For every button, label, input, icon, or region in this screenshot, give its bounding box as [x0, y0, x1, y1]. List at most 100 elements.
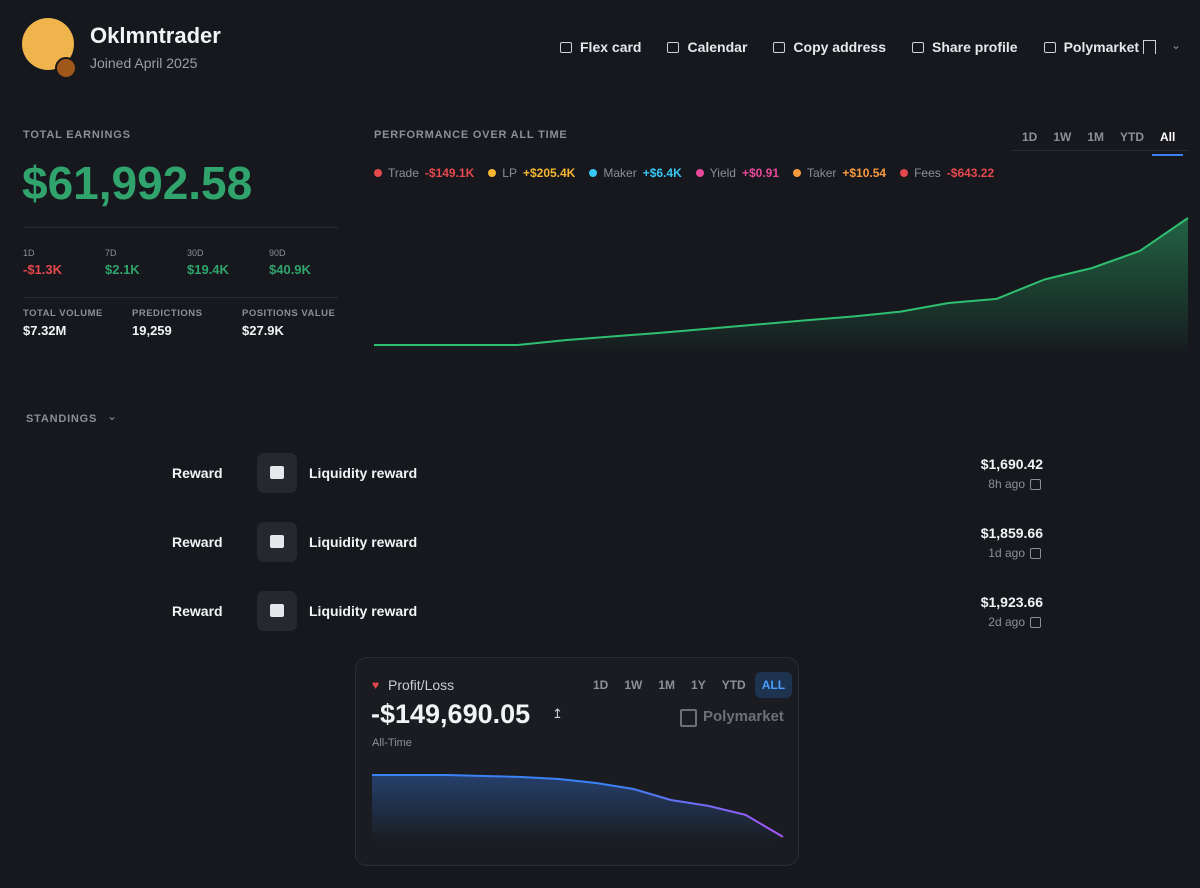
row-amount: $1,690.42: [980, 456, 1043, 472]
pnl-label: Profit/Loss: [388, 677, 455, 693]
row-time: 2d ago: [988, 615, 1025, 629]
stat-value: $27.9K: [242, 323, 284, 338]
legend-name: Trade: [388, 166, 419, 180]
period-value: -$1.3K: [23, 262, 63, 277]
range-tab[interactable]: 1W: [1053, 130, 1072, 144]
period-value: $2.1K: [105, 262, 140, 277]
share-icon[interactable]: ↥: [552, 706, 563, 721]
earnings-value: $61,992.58: [22, 157, 253, 209]
legend-value: -$643.22: [946, 166, 995, 180]
nav-icon: [912, 41, 924, 53]
period-label: 90D: [269, 248, 286, 258]
stat-label: PREDICTIONS: [132, 308, 203, 319]
nav-label: Flex card: [580, 39, 642, 55]
range-tabs: 1D 1W 1M YTD All: [1014, 128, 1184, 156]
range-underline: [1012, 150, 1188, 151]
legend-dot: [793, 169, 802, 177]
joined-date: Joined April 2025: [90, 55, 198, 71]
avatar-badge: [55, 57, 77, 79]
gift-shape: [270, 466, 284, 479]
area-line: [374, 217, 1189, 346]
menu-chevron[interactable]: ⌄: [1171, 38, 1182, 52]
gift-icon: [257, 453, 297, 493]
range-tab[interactable]: ALL: [754, 672, 793, 698]
divider: [23, 297, 338, 298]
nav-label: Polymarket: [1063, 39, 1140, 55]
period-label: 1D: [23, 248, 35, 258]
copy-icon[interactable]: [1030, 548, 1041, 559]
legend-item: LP +$205.4K: [488, 166, 575, 180]
row-type: Reward: [172, 465, 223, 481]
stat-value: 19,259: [132, 323, 172, 338]
area-fill: [372, 775, 783, 842]
gift-icon: [257, 522, 297, 562]
brand-name: Polymarket: [703, 708, 784, 725]
nav-button[interactable]: Polymarket: [1043, 39, 1140, 55]
range-tab[interactable]: 1W: [624, 678, 643, 692]
period-label: 30D: [187, 248, 204, 258]
legend-name: Yield: [709, 166, 736, 180]
row-amount: $1,859.66: [980, 525, 1043, 541]
performance-title: PERFORMANCE OVER ALL TIME: [374, 129, 568, 141]
nav-bar: Flex card Calendar Copy address Share profi…: [560, 39, 1139, 55]
nav-button[interactable]: Flex card: [560, 39, 641, 55]
pnl-value: -$149,690.05: [371, 699, 531, 729]
gift-shape: [270, 535, 284, 548]
nav-button[interactable]: Share profile: [912, 39, 1018, 55]
bookmark-button[interactable]: [1143, 40, 1156, 54]
range-tab[interactable]: YTD: [721, 678, 746, 692]
legend-name: Taker: [807, 166, 837, 180]
nav-button[interactable]: Copy address: [773, 39, 886, 55]
profile-name: Oklmntrader: [90, 23, 221, 48]
range-tab[interactable]: 1M: [1087, 130, 1105, 144]
legend-item: Taker +$10.54: [793, 166, 886, 180]
legend-item: Yield +$0.91: [695, 166, 779, 180]
legend-item: Trade -$149.1K: [374, 166, 474, 180]
nav-icon: [667, 41, 680, 53]
legend: Trade -$149.1K LP +$205.4K Maker +$6.4K Yield +…: [374, 166, 994, 180]
legend-value: +$6.4K: [642, 166, 682, 180]
nav-icon: [560, 41, 572, 53]
stat-value: $7.32M: [23, 323, 67, 338]
legend-item: Maker +$6.4K: [589, 166, 682, 180]
legend-dot: [488, 169, 497, 177]
range-tab[interactable]: 1Y: [691, 678, 706, 692]
range-tab[interactable]: 1M: [658, 678, 676, 692]
row-type: Reward: [172, 603, 223, 619]
legend-value: -$149.1K: [424, 166, 475, 180]
nav-icon: [773, 41, 786, 53]
nav-icon: [1043, 41, 1056, 53]
standings-title: STANDINGS: [26, 413, 98, 425]
stat-label: POSITIONS VALUE: [242, 308, 336, 319]
area-line: [372, 774, 784, 838]
legend-value: +$10.54: [842, 166, 887, 180]
copy-icon[interactable]: [1030, 479, 1041, 490]
nav-label: Share profile: [932, 39, 1018, 55]
pnl-range-tabs: 1D 1W 1M 1Y YTD ALL: [586, 672, 793, 698]
row-name: Liquidity reward: [309, 534, 418, 550]
range-tab[interactable]: 1D: [593, 678, 609, 692]
copy-icon[interactable]: [1030, 617, 1041, 628]
legend-name: Fees: [914, 166, 941, 180]
legend-dot: [695, 169, 704, 177]
period-value: $19.4K: [187, 262, 229, 277]
legend-dot: [589, 169, 598, 177]
nav-button[interactable]: Calendar: [667, 39, 747, 55]
range-tab[interactable]: All: [1152, 128, 1184, 156]
nav-label: Calendar: [687, 39, 748, 55]
heart-icon: ♥: [372, 678, 380, 692]
range-tab[interactable]: 1D: [1022, 130, 1038, 144]
earnings-label: TOTAL EARNINGS: [23, 129, 131, 141]
gift-shape: [270, 604, 284, 617]
standings-chevron[interactable]: ⌄: [107, 409, 118, 423]
area-fill: [374, 218, 1188, 358]
row-name: Liquidity reward: [309, 465, 418, 481]
divider: [23, 227, 338, 228]
brand-icon: [680, 709, 697, 727]
range-tab[interactable]: YTD: [1120, 130, 1145, 144]
row-name: Liquidity reward: [309, 603, 418, 619]
